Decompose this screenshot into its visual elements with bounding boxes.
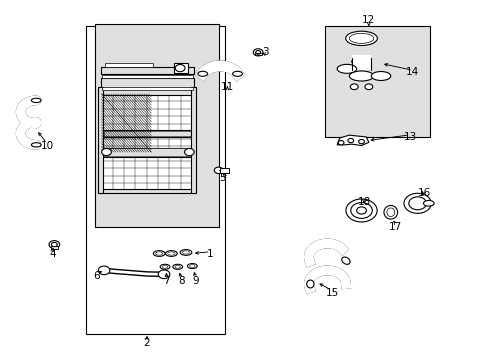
Text: 9: 9: [192, 276, 199, 286]
Ellipse shape: [153, 251, 164, 256]
Text: 10: 10: [41, 141, 54, 151]
Ellipse shape: [336, 64, 356, 73]
Circle shape: [98, 266, 110, 275]
Bar: [95, 24, 219, 226]
Circle shape: [364, 84, 372, 90]
Bar: [325, 26, 429, 137]
Bar: [220, 168, 228, 173]
Circle shape: [49, 240, 60, 248]
Text: 18: 18: [357, 197, 370, 207]
Polygon shape: [336, 135, 368, 145]
Ellipse shape: [198, 71, 207, 76]
Bar: [351, 55, 370, 69]
Circle shape: [175, 64, 184, 72]
Circle shape: [102, 148, 111, 156]
Bar: [102, 75, 193, 78]
Ellipse shape: [160, 264, 169, 269]
Bar: [173, 63, 188, 73]
Ellipse shape: [165, 251, 177, 256]
Ellipse shape: [232, 71, 242, 76]
Ellipse shape: [383, 206, 397, 219]
Text: 1: 1: [206, 248, 213, 258]
Circle shape: [350, 203, 371, 219]
Bar: [101, 189, 194, 193]
Text: 8: 8: [178, 276, 184, 286]
Text: 6: 6: [93, 271, 100, 281]
Ellipse shape: [351, 58, 370, 66]
Circle shape: [358, 139, 364, 144]
Text: 4: 4: [49, 248, 56, 258]
Bar: [102, 87, 193, 90]
Bar: [101, 67, 194, 74]
Text: 17: 17: [388, 222, 402, 231]
Bar: [104, 148, 191, 156]
Circle shape: [214, 167, 223, 174]
Bar: [254, 53, 261, 55]
Ellipse shape: [348, 33, 373, 43]
Text: 11: 11: [221, 82, 234, 92]
Circle shape: [253, 49, 263, 56]
Bar: [101, 78, 194, 89]
Ellipse shape: [348, 71, 373, 81]
Ellipse shape: [423, 201, 433, 206]
Circle shape: [408, 197, 426, 210]
Text: 3: 3: [262, 46, 268, 57]
Ellipse shape: [306, 280, 313, 288]
Text: 5: 5: [219, 173, 225, 183]
Ellipse shape: [341, 257, 349, 264]
Ellipse shape: [172, 264, 182, 269]
Bar: [98, 87, 103, 193]
Ellipse shape: [31, 143, 41, 147]
Bar: [86, 26, 224, 334]
Text: 2: 2: [143, 338, 150, 348]
Bar: [103, 130, 192, 137]
Text: 16: 16: [417, 188, 430, 198]
Text: 15: 15: [325, 288, 338, 298]
Ellipse shape: [31, 98, 41, 103]
Circle shape: [349, 84, 357, 90]
Text: 12: 12: [362, 15, 375, 26]
Circle shape: [337, 140, 343, 145]
Circle shape: [158, 270, 169, 279]
Ellipse shape: [180, 249, 191, 255]
Text: 7: 7: [163, 276, 169, 286]
Ellipse shape: [345, 31, 377, 45]
Ellipse shape: [370, 72, 390, 81]
Text: 14: 14: [405, 67, 419, 77]
Bar: [103, 148, 192, 157]
Circle shape: [403, 193, 430, 213]
Bar: [190, 87, 195, 193]
Bar: [102, 94, 191, 191]
Bar: [102, 89, 193, 95]
Bar: [104, 131, 191, 136]
Text: 13: 13: [403, 132, 416, 142]
Bar: [104, 63, 153, 67]
Circle shape: [347, 138, 353, 143]
Bar: [51, 246, 58, 249]
Circle shape: [356, 207, 366, 214]
Circle shape: [184, 148, 194, 156]
Circle shape: [345, 199, 376, 222]
Circle shape: [51, 242, 57, 247]
Ellipse shape: [187, 264, 197, 269]
Ellipse shape: [386, 208, 394, 217]
